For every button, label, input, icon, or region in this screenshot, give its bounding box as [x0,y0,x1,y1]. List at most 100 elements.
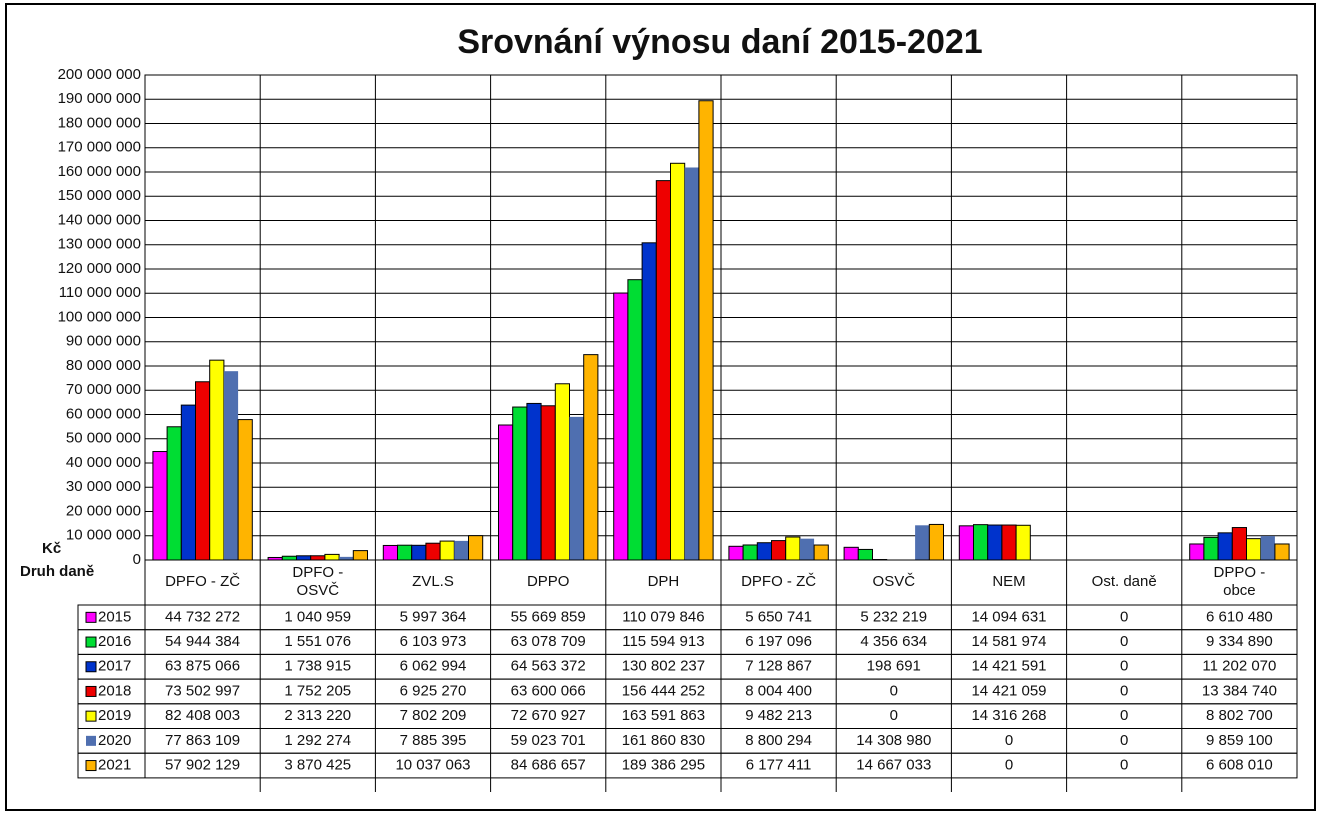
table-cell: 156 444 252 [622,682,705,699]
table-cell: 4 356 634 [860,633,927,650]
table-cell: 0 [1005,757,1013,774]
x-tick-label: OSVČ [873,573,916,590]
table-cell: 13 384 740 [1202,682,1277,699]
table-cell: 130 802 237 [622,658,705,675]
y-tick-label: 130 000 000 [58,236,141,253]
legend-swatch [85,661,97,673]
bar [1231,527,1248,561]
table-cell: 161 860 830 [622,732,705,749]
bar [324,553,340,561]
bar [973,524,989,561]
table-cell: 63 875 066 [165,658,240,675]
table-cell: 6 062 994 [400,658,467,675]
bar [498,424,514,561]
bar [655,180,671,561]
bar [684,167,699,560]
bar [397,544,413,561]
table-cell: 14 308 980 [856,732,931,749]
bar [454,540,469,560]
y-tick-label: 90 000 000 [66,333,141,350]
table-cell: 0 [1120,658,1128,675]
table-cell: 0 [1120,757,1128,774]
table-cell: 0 [1120,633,1128,650]
table-cell: 55 669 859 [511,608,586,625]
x-tick-label: NEM [992,573,1025,590]
bar [627,279,643,561]
table-cell: 14 421 059 [971,682,1046,699]
bar [799,538,815,560]
y-tick-label: 30 000 000 [66,478,141,495]
bar [958,525,974,561]
chart-title: Srovnání výnosu daní 2015-2021 [457,23,982,61]
y-tick-label: 10 000 000 [66,527,141,544]
bar [843,546,859,561]
table-cell: 0 [1005,732,1013,749]
bar [670,162,686,561]
y-tick-label: 20 000 000 [66,502,141,519]
table-cell: 5 650 741 [745,608,812,625]
bar [813,544,829,561]
table-cell: 3 870 425 [284,757,351,774]
table-cell: 115 594 913 [622,633,704,650]
x-tick-label: DPFO - ZČ [741,573,816,590]
table-cell: 54 944 384 [165,633,240,650]
table-cell: 14 581 974 [971,633,1046,650]
table-cell: 14 094 631 [971,608,1046,625]
table-cell: 9 859 100 [1206,732,1273,749]
table-cell: 63 078 709 [511,633,586,650]
table-cell: 6 177 411 [746,757,812,774]
y-tick-label: 170 000 000 [58,139,141,156]
table-cell: 163 591 863 [622,707,705,724]
legend-swatch [85,710,97,722]
y-tick-label: 70 000 000 [66,381,141,398]
legend-label: 2021 [98,757,131,774]
table-cell: 82 408 003 [165,707,240,724]
legend-label: 2016 [98,633,131,650]
bar [857,548,873,561]
y-tick-label: 180 000 000 [58,114,141,131]
bar [756,542,772,561]
x-tick-label: DPFO - ZČ [165,573,240,590]
x-tick-label: DPH [648,573,680,590]
table-cell: 63 600 066 [511,682,586,699]
table-cell: 6 103 973 [400,633,467,650]
bar [613,292,629,561]
bar [1246,538,1262,561]
table-cell: 14 421 591 [971,658,1046,675]
bar [512,406,528,561]
table-cell: 110 079 846 [622,608,704,625]
x-tick-label: DPFO -OSVČ [292,564,343,599]
legend-swatch [85,636,97,648]
table-cell: 2 313 220 [284,707,351,724]
x-tick-label: DPPO [527,573,570,590]
legend-label: 2020 [98,732,131,749]
table-cell: 7 885 395 [400,732,467,749]
bar [785,536,801,561]
table-cell: 9 482 213 [745,707,812,724]
legend-label: 2017 [98,658,131,675]
table-cell: 1 292 274 [284,732,351,749]
y-tick-label: 0 [133,551,141,568]
bar [382,544,398,561]
legend-swatch [85,760,97,772]
table-cell: 1 551 076 [284,633,351,650]
table-cell: 64 563 372 [511,658,586,675]
table-cell: 1 738 915 [284,658,351,675]
table-cell: 0 [1120,682,1128,699]
y-axis-label: Kč [42,540,61,557]
bar [641,242,657,561]
bar [237,419,253,561]
legend-swatch [85,611,97,623]
bar [583,354,599,561]
bar [771,540,787,561]
bar [296,555,312,561]
bar [1217,532,1233,561]
table-cell: 7 802 209 [400,707,467,724]
table-cell: 7 128 867 [745,658,812,675]
table-cell: 198 691 [867,658,921,675]
bar [526,402,542,561]
table-cell: 44 732 272 [165,608,240,625]
bar [569,416,584,560]
table-cell: 14 667 033 [856,757,931,774]
bar [152,451,168,561]
